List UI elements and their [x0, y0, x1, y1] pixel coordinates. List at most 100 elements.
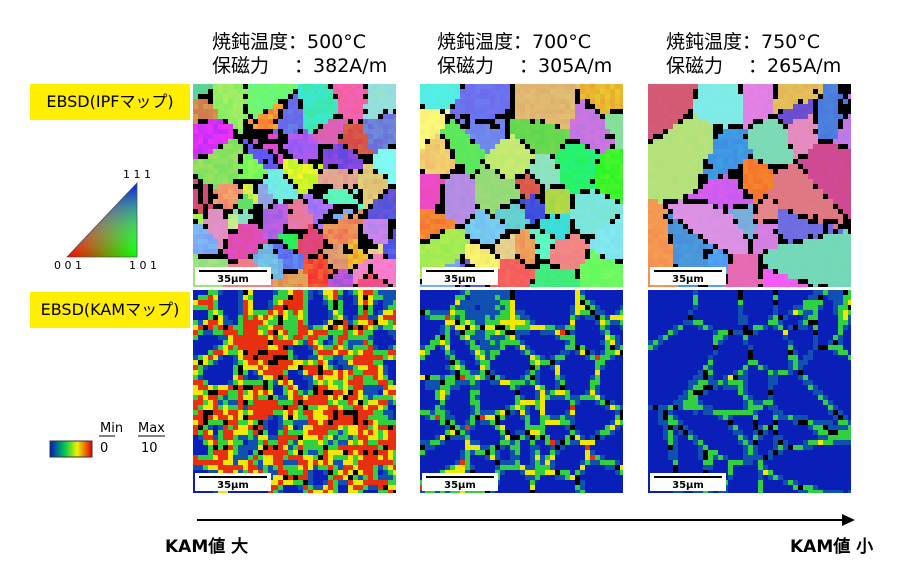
pixel — [278, 295, 283, 300]
pixel — [515, 174, 520, 179]
pixel — [373, 134, 378, 139]
pixel — [223, 169, 228, 174]
pixel — [605, 189, 610, 194]
pixel — [313, 415, 318, 420]
pixel — [213, 300, 218, 305]
pixel — [495, 164, 500, 169]
pixel — [328, 365, 333, 370]
pixel — [193, 169, 198, 174]
pixel — [248, 119, 253, 124]
kam-map — [193, 290, 396, 493]
pixel — [228, 154, 233, 159]
pixel — [258, 134, 263, 139]
pixel — [323, 435, 328, 440]
pixel — [420, 254, 425, 259]
pixel — [530, 219, 535, 224]
pixel — [353, 345, 358, 350]
pixel — [258, 430, 263, 435]
pixel — [425, 134, 430, 139]
pixel — [348, 435, 353, 440]
pixel — [610, 229, 615, 234]
pixel — [575, 89, 580, 94]
pixel — [373, 229, 378, 234]
pixel — [500, 129, 505, 134]
pixel — [388, 89, 393, 94]
pixel — [585, 189, 590, 194]
pixel — [515, 224, 520, 229]
pixel — [223, 259, 228, 264]
pixel — [328, 254, 333, 259]
pixel — [525, 184, 530, 189]
pixel — [198, 214, 203, 219]
pixel — [253, 465, 258, 470]
pixel — [228, 114, 233, 119]
pixel — [288, 370, 293, 375]
pixel — [318, 485, 323, 490]
pixel — [545, 259, 550, 264]
pixel — [288, 274, 293, 279]
pixel — [378, 94, 383, 99]
pixel — [353, 189, 358, 194]
pixel — [223, 375, 228, 380]
pixel — [198, 194, 203, 199]
pixel — [253, 445, 258, 450]
pixel — [358, 194, 363, 199]
pixel — [440, 109, 445, 114]
pixel — [223, 284, 228, 287]
pixel — [358, 365, 363, 370]
pixel — [198, 134, 203, 139]
pixel — [505, 119, 510, 124]
pixel — [193, 445, 198, 450]
pixel — [328, 119, 333, 124]
pixel — [248, 109, 253, 114]
pixel — [343, 400, 348, 405]
pixel — [495, 254, 500, 259]
pixel — [358, 430, 363, 435]
pixel — [193, 405, 198, 410]
pixel — [475, 209, 480, 214]
pixel — [298, 269, 303, 274]
pixel — [318, 234, 323, 239]
pixel — [213, 189, 218, 194]
pixel — [430, 84, 435, 89]
pixel — [243, 104, 248, 109]
pixel — [605, 209, 610, 214]
pixel — [203, 455, 208, 460]
pixel — [425, 264, 430, 269]
pixel — [293, 269, 298, 274]
pixel — [278, 430, 283, 435]
pixel — [248, 400, 253, 405]
pixel — [298, 179, 303, 184]
pixel — [615, 174, 620, 179]
pixel — [338, 259, 343, 264]
pixel — [323, 300, 328, 305]
pixel — [333, 305, 338, 310]
pixel — [470, 164, 475, 169]
pixel — [288, 465, 293, 470]
pixel — [268, 99, 273, 104]
pixel — [555, 239, 560, 244]
pixel — [263, 199, 268, 204]
pixel — [425, 129, 430, 134]
pixel — [615, 219, 620, 224]
pixel — [378, 455, 383, 460]
pixel — [238, 355, 243, 360]
pixel — [328, 350, 333, 355]
pixel — [308, 310, 313, 315]
pixel — [445, 144, 450, 149]
pixel — [213, 139, 218, 144]
pixel — [338, 300, 343, 305]
pixel — [480, 164, 485, 169]
pixel — [228, 360, 233, 365]
pixel — [353, 94, 358, 99]
pixel — [510, 199, 515, 204]
pixel — [218, 264, 223, 269]
pixel — [425, 139, 430, 144]
pixel — [218, 124, 223, 129]
pixel — [323, 325, 328, 330]
pixel — [258, 114, 263, 119]
pixel — [425, 224, 430, 229]
pixel — [313, 485, 318, 490]
pixel — [238, 219, 243, 224]
pixel — [363, 290, 368, 295]
